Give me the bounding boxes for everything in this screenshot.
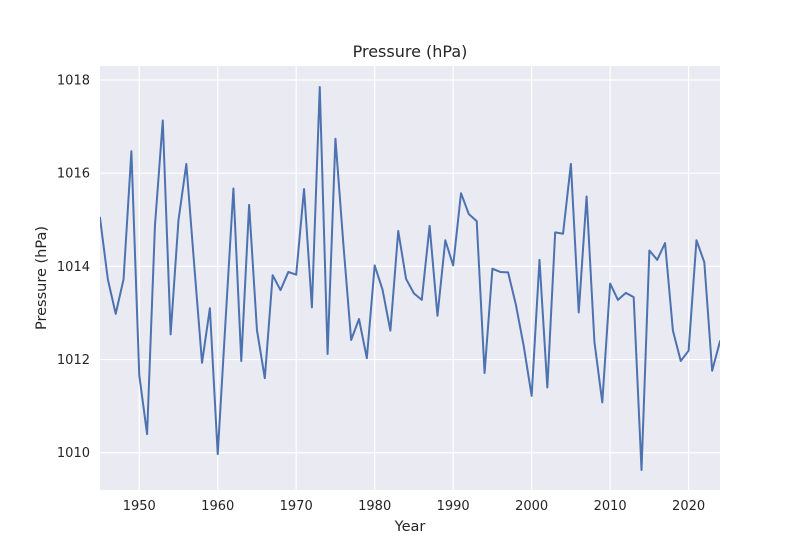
x-tick-label: 1970	[280, 499, 313, 514]
x-axis-title: Year	[394, 519, 426, 535]
x-tick-label: 2020	[672, 499, 705, 514]
x-tick-label: 1990	[437, 499, 470, 514]
x-tick-label: 1950	[123, 499, 156, 514]
y-tick-label: 1018	[57, 73, 90, 88]
plot-area	[100, 66, 720, 490]
y-tick-label: 1016	[57, 167, 90, 182]
y-tick-label: 1012	[57, 353, 90, 368]
y-tick-label: 1010	[57, 446, 90, 461]
tick-labels: 1950 1960 1970 1980 1990 2000 2010 2020 1010 1012…	[57, 73, 705, 514]
x-tick-label: 1980	[358, 499, 391, 514]
chart-title: Pressure (hPa)	[353, 42, 468, 61]
x-tick-label: 2000	[515, 499, 548, 514]
grid	[100, 66, 720, 490]
y-tick-label: 1014	[57, 260, 90, 275]
x-tick-label: 2010	[594, 499, 627, 514]
pressure-series-line	[100, 85, 720, 471]
y-axis-title: Pressure (hPa)	[34, 226, 50, 330]
x-tick-label: 1960	[201, 499, 234, 514]
series-layer	[100, 85, 720, 471]
